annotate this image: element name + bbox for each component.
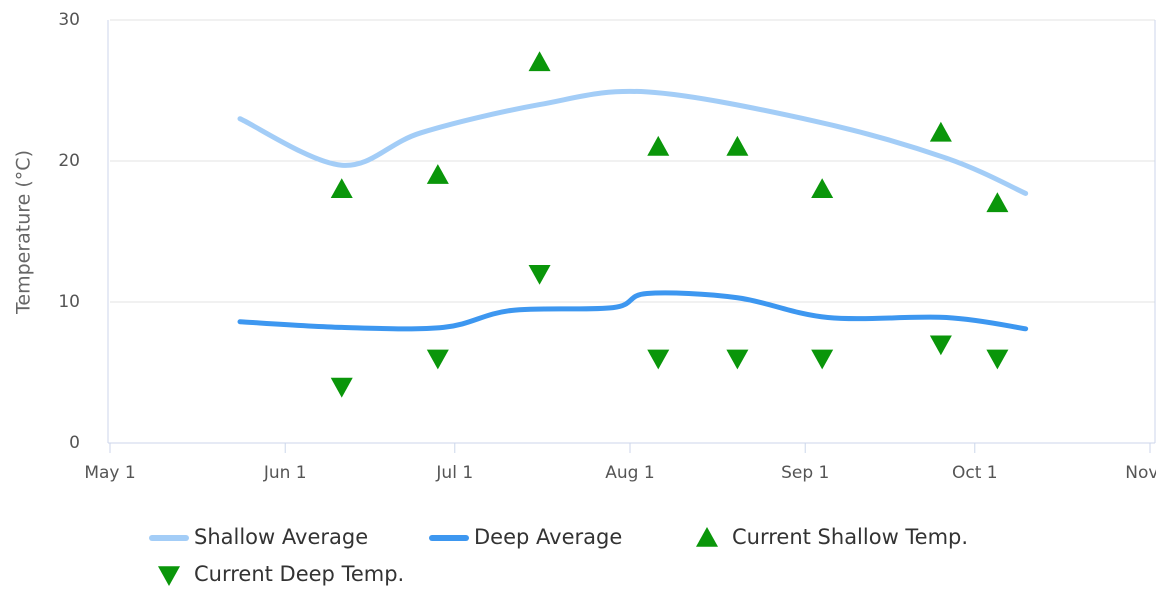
- y-tick-label: 20: [58, 151, 80, 171]
- x-tick-label: Nov 1: [1125, 463, 1156, 483]
- legend-label: Current Deep Temp.: [194, 562, 404, 586]
- legend-label: Current Shallow Temp.: [732, 525, 968, 549]
- legend-label: Shallow Average: [194, 525, 368, 549]
- x-tick-label: Oct 1: [952, 463, 998, 483]
- line-series: [237, 88, 1029, 196]
- marker: [929, 121, 952, 142]
- marker: [647, 135, 670, 156]
- marker: [330, 377, 353, 398]
- marker: [330, 178, 353, 198]
- marker: [986, 192, 1009, 213]
- marker: [986, 349, 1009, 370]
- x-tick-label: Jun 1: [263, 463, 307, 483]
- marker: [726, 135, 749, 156]
- x-tick-label: Aug 1: [605, 463, 654, 483]
- y-tick-label: 10: [58, 292, 80, 312]
- marker: [726, 349, 749, 370]
- marker: [929, 335, 952, 356]
- x-tick-label: Sep 1: [781, 463, 829, 483]
- marker: [528, 265, 551, 285]
- legend-swatch: [696, 527, 718, 547]
- marker: [647, 349, 670, 370]
- y-tick-label: 0: [69, 433, 80, 453]
- legend-label: Deep Average: [474, 525, 622, 549]
- x-tick-label: May 1: [84, 463, 135, 483]
- marker: [528, 51, 551, 72]
- line-series: [237, 290, 1029, 332]
- marker: [426, 164, 449, 184]
- legend-swatch: [158, 566, 180, 586]
- marker: [811, 349, 834, 370]
- y-tick-label: 30: [58, 10, 80, 30]
- marker: [811, 178, 834, 198]
- y-axis-title: Temperature (°C): [13, 150, 35, 315]
- x-tick-label: Jul 1: [435, 463, 473, 483]
- marker: [426, 349, 449, 370]
